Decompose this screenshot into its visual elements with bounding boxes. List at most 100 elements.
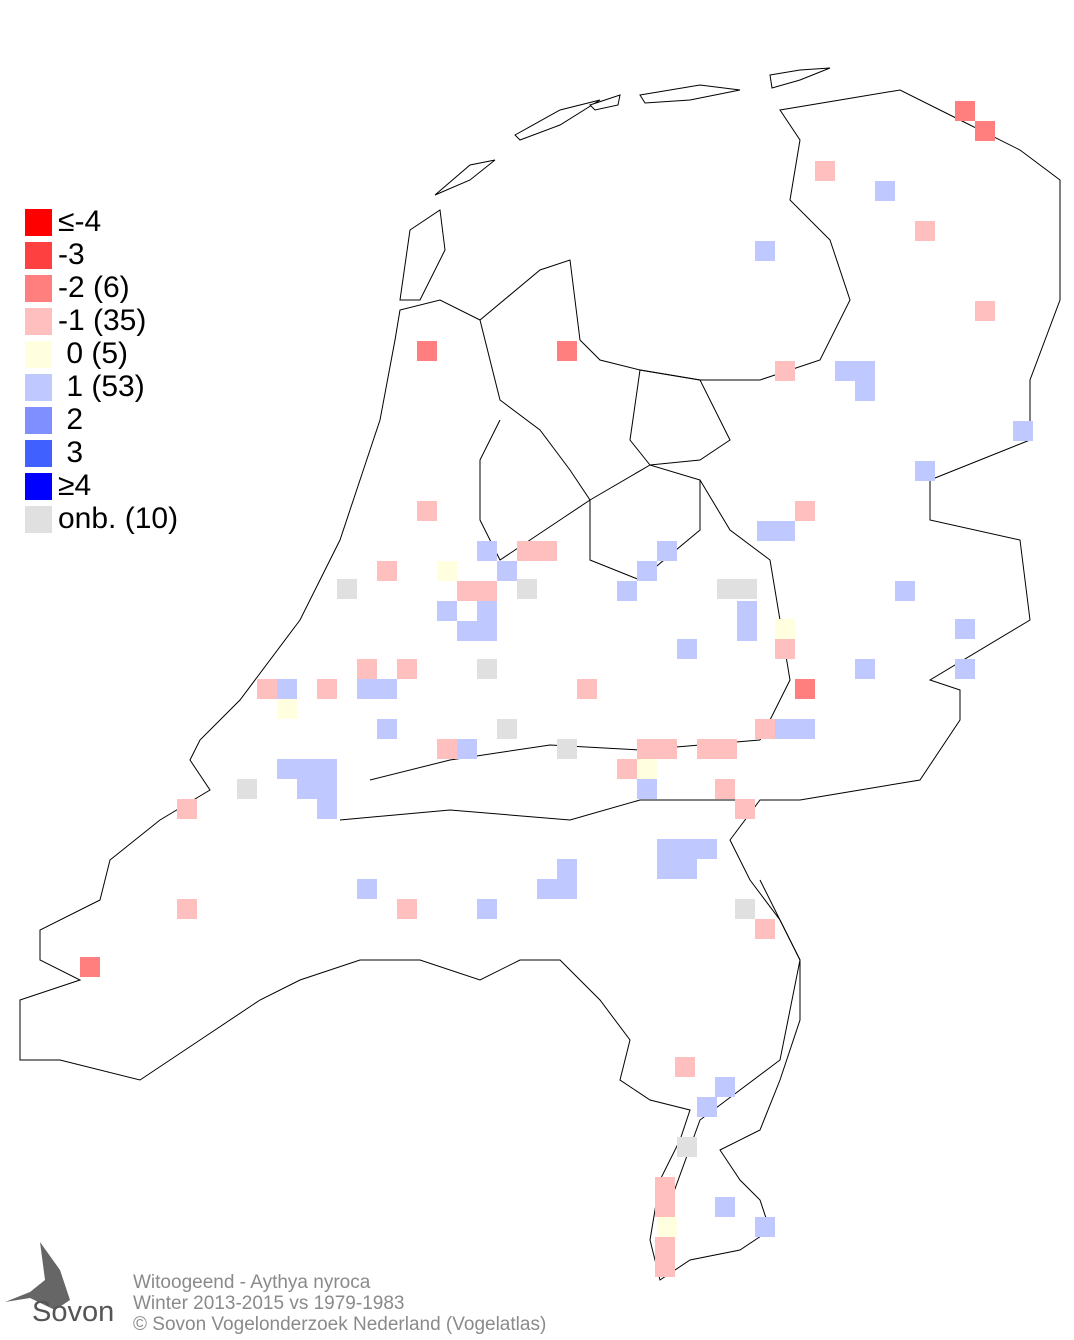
- grid-cell: [677, 839, 697, 859]
- grid-cell: [915, 461, 935, 481]
- legend-swatch: [25, 208, 52, 236]
- grid-cell: [317, 759, 337, 779]
- grid-cell: [477, 601, 497, 621]
- legend-swatch: [25, 340, 52, 368]
- legend-label: 3: [58, 436, 84, 469]
- grid-cell: [657, 859, 677, 879]
- grid-cell: [955, 619, 975, 639]
- legend-label: ≥4: [58, 469, 92, 502]
- grid-cell: [477, 541, 497, 561]
- grid-cell: [417, 501, 437, 521]
- legend-swatch: [25, 274, 52, 302]
- grid-cell: [477, 581, 497, 601]
- grid-cell: [657, 739, 677, 759]
- grid-cell: [457, 581, 477, 601]
- grid-cell: [457, 621, 477, 641]
- grid-cell: [317, 779, 337, 799]
- grid-cell: [855, 381, 875, 401]
- legend-label: 2: [58, 403, 84, 436]
- grid-cell: [735, 799, 755, 819]
- grid-cell: [317, 679, 337, 699]
- grid-cell: [875, 181, 895, 201]
- grid-cell: [895, 581, 915, 601]
- grid-cell: [257, 679, 277, 699]
- grid-cell: [855, 659, 875, 679]
- grid-cell: [477, 621, 497, 641]
- grid-cell: [855, 361, 875, 381]
- grid-cell: [715, 1197, 735, 1217]
- grid-cell: [775, 619, 795, 639]
- grid-cell: [80, 957, 100, 977]
- grid-cell: [775, 639, 795, 659]
- grid-cell: [357, 659, 377, 679]
- grid-cell: [357, 879, 377, 899]
- grid-cell: [677, 639, 697, 659]
- texel-island: [399, 209, 446, 301]
- grid-cell: [377, 719, 397, 739]
- grid-cell: [277, 699, 297, 719]
- grid-cell: [557, 341, 577, 361]
- grid-cell: [775, 361, 795, 381]
- grid-cell: [637, 739, 657, 759]
- grid-cell: [517, 579, 537, 599]
- legend-swatch: [25, 472, 52, 500]
- grid-cell: [637, 779, 657, 799]
- grid-cell: [537, 541, 557, 561]
- grid-cell: [577, 679, 597, 699]
- grid-cell: [755, 919, 775, 939]
- grid-cell: [437, 561, 457, 581]
- grid-cell: [497, 719, 517, 739]
- grid-cell: [655, 1237, 675, 1257]
- legend-item: ≤-4: [25, 205, 178, 239]
- grid-cell: [617, 759, 637, 779]
- legend: ≤-4 -3 -2 (6) -1 (35) 0 (5) 1 (53) 2 3 ≥4 onb…: [25, 205, 178, 535]
- copyright: © Sovon Vogelonderzoek Nederland (Vogela…: [133, 1314, 547, 1335]
- grid-cell: [297, 759, 317, 779]
- grid-cell: [657, 839, 677, 859]
- legend-item: 0 (5): [25, 337, 178, 371]
- grid-cell: [457, 739, 477, 759]
- legend-label: onb. (10): [58, 502, 179, 535]
- grid-cell: [737, 579, 757, 599]
- grid-cell: [697, 839, 717, 859]
- grid-cell: [737, 601, 757, 621]
- legend-swatch: [25, 439, 52, 467]
- grid-cell: [557, 859, 577, 879]
- rottumeroog-island: [769, 67, 831, 89]
- grid-cell: [775, 521, 795, 541]
- grid-cell: [655, 1177, 675, 1197]
- grid-cell: [955, 101, 975, 121]
- grid-cell: [715, 779, 735, 799]
- grid-cell: [557, 739, 577, 759]
- grid-cell: [657, 1217, 677, 1237]
- sovon-swallow-logo: [5, 1242, 70, 1310]
- grid-cell: [177, 899, 197, 919]
- grid-cell: [757, 521, 777, 541]
- grid-cell: [717, 579, 737, 599]
- grid-cell: [775, 719, 795, 739]
- legend-item: -1 (35): [25, 304, 178, 338]
- grid-cell: [975, 301, 995, 321]
- grid-cell: [697, 1097, 717, 1117]
- grid-cell: [377, 561, 397, 581]
- legend-swatch: [25, 505, 52, 533]
- grid-cell: [815, 161, 835, 181]
- grid-cell: [755, 1217, 775, 1237]
- legend-item: ≥4: [25, 469, 178, 503]
- grid-cell: [677, 1137, 697, 1157]
- grid-cell: [397, 899, 417, 919]
- grid-cell: [955, 659, 975, 679]
- schiermonnikoog-island: [639, 84, 741, 104]
- legend-item: 2: [25, 403, 178, 437]
- legend-label: 1 (53): [58, 370, 145, 403]
- grid-cell: [795, 719, 815, 739]
- grid-cell: [915, 221, 935, 241]
- legend-label: -1 (35): [58, 304, 147, 337]
- legend-label: ≤-4: [58, 205, 102, 238]
- grid-cell: [675, 1057, 695, 1077]
- rivers: [339, 479, 801, 1231]
- grid-cell: [297, 779, 317, 799]
- legend-item: -2 (6): [25, 271, 178, 305]
- grid-cell: [437, 601, 457, 621]
